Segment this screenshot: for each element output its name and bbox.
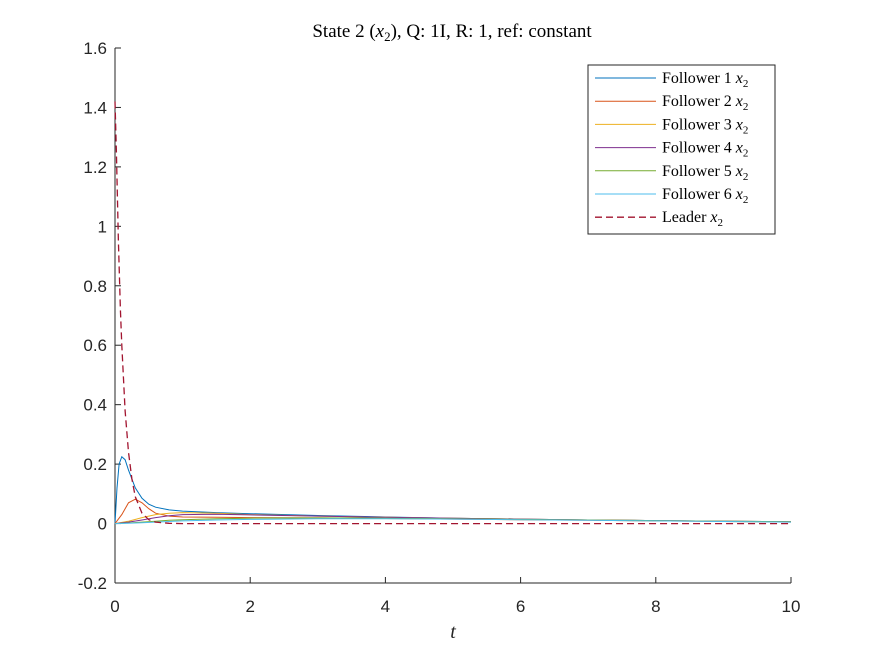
x-tick-label: 6	[516, 597, 525, 616]
axis-ticks: -0.200.20.40.60.811.21.41.60 2 4 6 8 10	[78, 39, 801, 616]
legend-entry-6: Follower 6 x2	[662, 186, 748, 206]
legend-entry-7: Leader x2	[662, 209, 723, 229]
legend-entry-5: Follower 5 x2	[662, 163, 748, 183]
y-tick-label: 0.2	[83, 455, 107, 474]
chart-title: State 2 (x2), Q: 1I, R: 1, ref: constant	[312, 21, 592, 44]
y-tick-label: 0.8	[83, 277, 107, 296]
x-tick-label: 8	[651, 597, 660, 616]
legend-box	[587, 64, 776, 235]
y-tick-label: -0.2	[78, 574, 107, 593]
x-tick-label: 10	[782, 597, 801, 616]
legend: Follower 1 x2 Follower 2 x2 Follower 3 x2 F…	[587, 64, 776, 235]
y-tick-label: 0.6	[83, 336, 107, 355]
y-tick-label: 1	[98, 217, 107, 236]
series-line-6	[114, 518, 792, 525]
legend-entry-2: Follower 2 x2	[662, 93, 748, 113]
x-tick-label: 4	[381, 597, 390, 616]
y-tick-label: 1.4	[83, 98, 107, 117]
y-tick-label: 1.2	[83, 158, 107, 177]
x-axis-label: t	[450, 621, 456, 643]
legend-entry-1: Follower 1 x2	[662, 70, 748, 90]
legend-entry-4: Follower 4 x2	[662, 140, 748, 160]
y-tick-label: 0	[98, 515, 107, 534]
x-tick-label: 2	[245, 597, 254, 616]
y-tick-label: 0.4	[83, 396, 107, 415]
legend-entry-3: Follower 3 x2	[662, 116, 748, 136]
x-tick-label: 0	[110, 597, 119, 616]
plot-axes	[114, 48, 791, 584]
data-series	[114, 101, 792, 525]
series-line-7	[114, 101, 791, 525]
y-tick-label: 1.6	[83, 39, 107, 58]
